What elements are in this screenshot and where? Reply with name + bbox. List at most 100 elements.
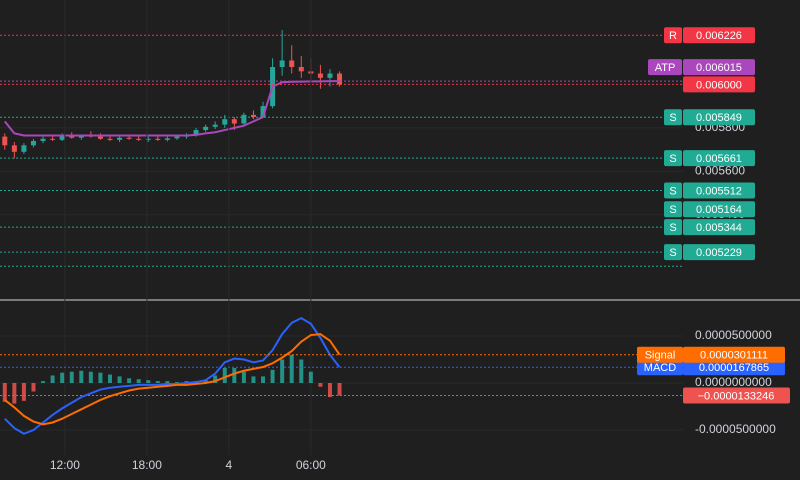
level-value: 0.005849 [696,112,742,124]
candle-body [69,135,75,138]
candle-body [289,60,295,67]
histogram-bar [136,379,141,383]
candle-body [78,135,84,138]
candle-body [193,130,199,136]
series-value-box [683,346,785,363]
candle-body [11,145,17,152]
level-tag: S [669,153,676,165]
histogram-bar [117,376,122,383]
candle-body [222,119,228,125]
candle-body [107,138,113,140]
x-tick-label: 4 [226,458,233,472]
histogram-bar [337,382,342,396]
x-tick-label: 06:00 [296,458,326,472]
histogram-bar [79,370,84,383]
level-value-box [683,59,755,76]
histogram-bar [88,371,93,383]
histogram-bar [261,376,266,383]
level-tag: S [669,204,676,216]
candle-body [203,126,209,131]
level-value: 0.005661 [696,153,742,165]
series-value: 0.0000301111 [700,350,768,362]
level-value-box [683,201,755,218]
legend-label: MACD [644,362,676,374]
histogram-bar [270,369,275,383]
candle-body [126,137,132,139]
level-tag-box [664,244,682,261]
level-tag: S [669,185,676,197]
histogram-bar [280,359,285,383]
y-tick-label: 0.0000000000 [695,375,772,389]
y-tick-label: 0.005600 [695,164,745,178]
histogram-bar [241,371,246,383]
level-tag-box [664,109,682,126]
candle-body [260,106,266,118]
level-value-box [683,109,755,126]
histogram-bar [21,382,26,401]
level-tag: S [669,112,676,124]
candle-body [174,136,180,139]
series-value-box [683,359,785,376]
histogram-bar [2,382,7,402]
level-value: 0.006000 [696,79,742,91]
histogram-bar [318,382,323,387]
candle-body [145,138,151,140]
candle-body [40,138,46,141]
level-value-box [683,182,755,199]
candle-body [250,114,256,118]
histogram-bar [69,371,74,383]
y-tick-label: -0.0000500000 [695,422,776,436]
candle-body [59,135,65,140]
level-value: 0.005229 [696,247,742,259]
level-tag-box [648,59,682,76]
level-tag-box [664,150,682,167]
level-tag-box [664,219,682,236]
histogram-value-box [683,387,790,404]
atp-line [4,80,340,137]
level-value-box [683,27,755,44]
series-name-box [637,346,683,363]
level-value-box [683,244,755,261]
histogram-bar [146,380,151,383]
candle-body [212,124,218,127]
candle-body [2,136,8,146]
histogram-bar [31,382,36,392]
histogram-bar [12,382,17,404]
histogram-bar [98,372,103,383]
histogram-bar [41,381,46,383]
level-tag: ATP [655,62,676,74]
histogram-bar [127,378,132,383]
level-value: 0.006226 [696,30,742,42]
histogram-bar [203,380,208,383]
level-value-box [683,150,755,167]
series-name-box [637,359,683,376]
level-value: 0.005344 [696,222,742,234]
histogram-bar [308,371,313,383]
series-value: 0.0000167865 [699,362,769,374]
candle-body [231,119,237,124]
histogram-bar [50,375,55,383]
level-value: 0.005512 [696,185,742,197]
candle-body [164,138,170,140]
level-tag: S [669,247,676,259]
level-value: 0.005164 [696,204,742,216]
y-tick-label: 0.0000500000 [695,328,772,342]
level-tag: R [669,30,677,42]
histogram-bar [327,382,332,398]
x-tick-label: 18:00 [132,458,162,472]
level-value-box [683,76,755,93]
histogram-bar [289,354,294,383]
level-tag: S [669,222,676,234]
candle-body [241,114,247,124]
histogram-bar [299,359,304,383]
candle-body [298,66,304,72]
histogram-bar [174,382,179,383]
histogram-bar [60,372,65,383]
candle-body [317,73,323,78]
candle-body [50,138,56,140]
histogram-bar [107,374,112,383]
candle-body [279,60,285,67]
x-tick-label: 12:00 [50,458,80,472]
level-value: 0.006015 [696,62,742,74]
